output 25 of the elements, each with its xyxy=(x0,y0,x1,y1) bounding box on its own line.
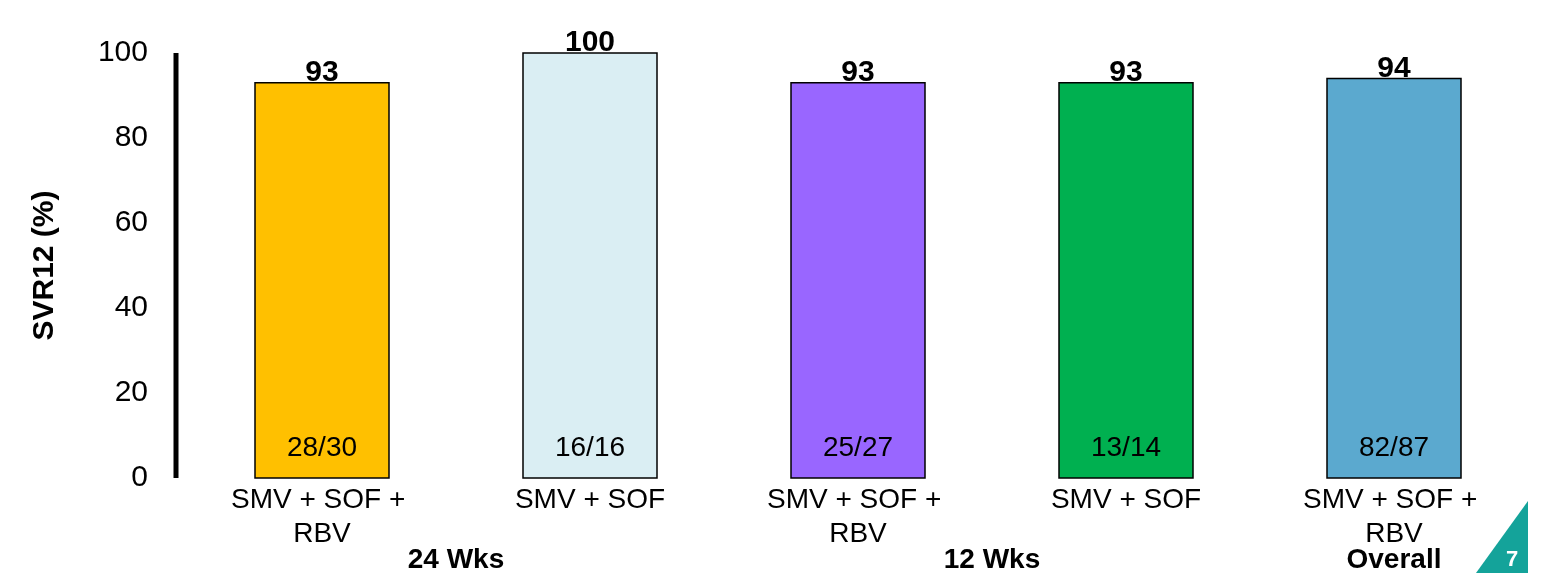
bar xyxy=(254,82,390,479)
y-tick-label: 20 xyxy=(114,373,148,407)
data-label: 93 xyxy=(841,53,875,87)
x-tick-label: SMV + SOF xyxy=(514,483,666,514)
annotation: 82/87 xyxy=(1358,431,1430,462)
bar xyxy=(790,82,926,479)
y-tick-label: 60 xyxy=(114,203,148,237)
y-axis-title: SVR12 (%) xyxy=(26,190,59,341)
x-tick-label: SMV + SOF xyxy=(1050,483,1202,514)
bar xyxy=(1058,82,1194,479)
bar xyxy=(1326,77,1462,479)
y-tick-label: 100 xyxy=(97,33,148,67)
y-tick-label: 0 xyxy=(131,458,148,492)
annotation: 13/14 xyxy=(1090,431,1162,462)
bar xyxy=(522,52,658,479)
data-label: 94 xyxy=(1377,49,1411,83)
annotation: 25/27 xyxy=(822,431,894,462)
data-label: 93 xyxy=(1109,53,1143,87)
annotation: 28/30 xyxy=(286,431,358,462)
data-label: 93 xyxy=(305,53,339,87)
text: 7 xyxy=(1505,546,1519,571)
y-tick-label: 80 xyxy=(114,118,148,152)
y-tick-label: 40 xyxy=(114,288,148,322)
data-label: 100 xyxy=(564,24,616,57)
annotation: 16/16 xyxy=(554,431,626,462)
